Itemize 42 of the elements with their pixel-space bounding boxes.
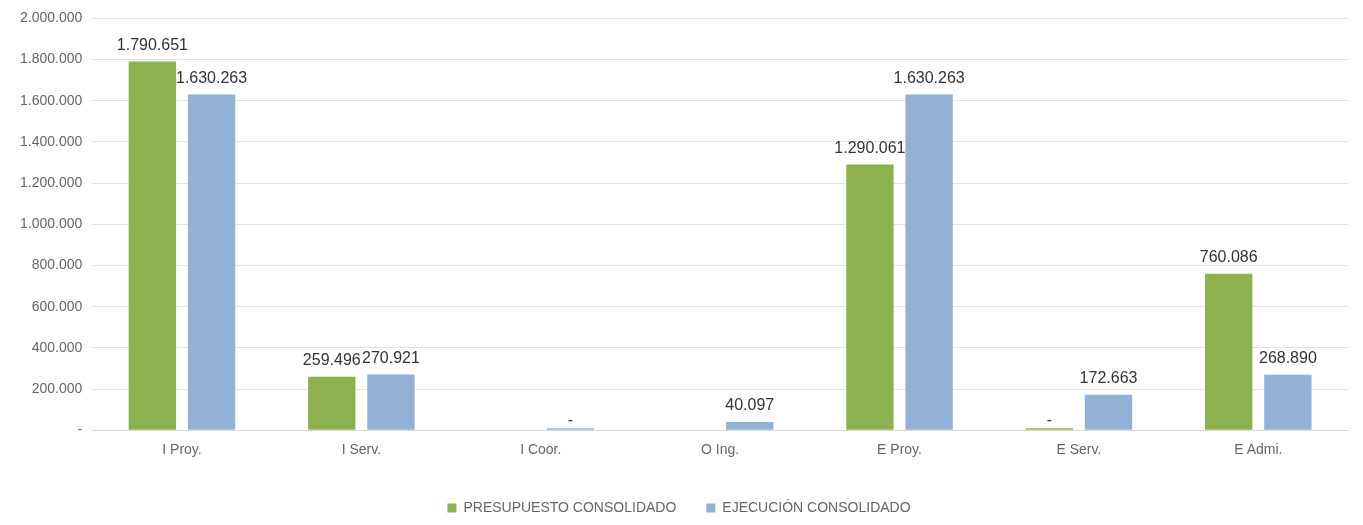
- y-tick-label: 1.000.000: [19, 215, 83, 232]
- data-label: 40.097: [725, 396, 775, 414]
- x-tick-label: I Coor.: [520, 441, 562, 458]
- x-tick-label: O Ing.: [701, 441, 740, 458]
- y-tick-label: -: [77, 421, 83, 438]
- data-label: 172.663: [1079, 369, 1138, 387]
- bar: [128, 61, 177, 430]
- bar: [1205, 273, 1253, 430]
- data-label: 1.290.061: [834, 138, 906, 156]
- bar: [367, 374, 415, 430]
- data-label: 259.496: [302, 351, 361, 369]
- y-tick-label: 200.000: [31, 379, 83, 396]
- x-tick-label: I Proy.: [162, 441, 202, 458]
- bar: [905, 94, 953, 430]
- x-tick-label: E Admi.: [1234, 441, 1283, 458]
- data-label: 760.086: [1199, 248, 1258, 266]
- bar: [1084, 394, 1133, 430]
- data-label: -: [1046, 410, 1052, 428]
- y-tick-label: 1.400.000: [19, 132, 83, 149]
- y-tick-label: 600.000: [31, 297, 83, 314]
- data-label: -: [567, 410, 574, 428]
- data-label: 1.630.263: [893, 68, 965, 86]
- bar: [308, 376, 356, 430]
- data-label: 270.921: [362, 348, 420, 366]
- y-tick-label: 1.600.000: [19, 91, 83, 108]
- y-tick-label: 400.000: [31, 338, 83, 355]
- bar: [726, 421, 774, 430]
- y-tick-label: 1.800.000: [19, 50, 83, 67]
- y-tick-label: 800.000: [31, 256, 83, 273]
- data-label: 1.630.263: [175, 68, 248, 86]
- legend-label: EJECUCIÓN CONSOLIDADO: [722, 498, 911, 515]
- legend-label: PRESUPUESTO CONSOLIDADO: [463, 498, 677, 515]
- bar: [846, 164, 894, 430]
- bar: [1264, 374, 1312, 430]
- data-label: 268.890: [1258, 349, 1317, 367]
- y-tick-label: 1.200.000: [19, 173, 83, 190]
- x-tick-label: E Proy.: [877, 441, 922, 458]
- bar: [187, 94, 236, 430]
- y-tick-label: 2.000.000: [19, 9, 83, 26]
- data-label: 1.790.651: [116, 35, 189, 53]
- x-tick-label: E Serv.: [1056, 441, 1102, 458]
- x-tick-label: I Serv.: [341, 441, 382, 458]
